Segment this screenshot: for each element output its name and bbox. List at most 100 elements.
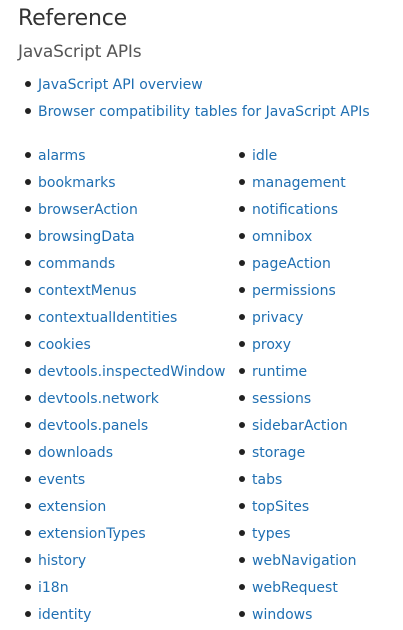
bullet-icon [239, 584, 245, 590]
api-link[interactable]: identity [38, 607, 92, 623]
bullet-icon [239, 368, 245, 374]
list-item: management [214, 168, 356, 195]
api-link[interactable]: contextualIdentities [38, 310, 178, 326]
bullet-icon [239, 611, 245, 617]
api-link[interactable]: history [38, 553, 87, 569]
bullet-icon [25, 422, 31, 428]
bullet-icon [25, 108, 31, 114]
list-item: windows [214, 600, 356, 627]
api-link[interactable]: devtools.network [38, 391, 159, 407]
bullet-icon [239, 179, 245, 185]
api-link[interactable]: idle [252, 148, 278, 164]
api-link[interactable]: webRequest [252, 580, 338, 596]
bullet-icon [25, 368, 31, 374]
list-item: types [214, 519, 356, 546]
api-link[interactable]: privacy [252, 310, 304, 326]
section-heading: JavaScript APIs [18, 42, 142, 62]
list-item: downloads [0, 438, 225, 465]
list-item: webRequest [214, 573, 356, 600]
bullet-icon [239, 395, 245, 401]
bullet-icon [25, 233, 31, 239]
bullet-icon [25, 503, 31, 509]
api-link[interactable]: tabs [252, 472, 283, 488]
overview-links-list: JavaScript API overview Browser compatib… [0, 70, 370, 124]
bullet-icon [25, 179, 31, 185]
api-link[interactable]: types [252, 526, 291, 542]
link-javascript-api-overview[interactable]: JavaScript API overview [38, 77, 203, 93]
api-link[interactable]: events [38, 472, 86, 488]
bullet-icon [239, 233, 245, 239]
api-link[interactable]: commands [38, 256, 116, 272]
page-title: Reference [18, 6, 127, 31]
list-item: identity [0, 600, 225, 627]
api-link[interactable]: extension [38, 499, 107, 515]
bullet-icon [25, 206, 31, 212]
api-link[interactable]: proxy [252, 337, 292, 353]
api-link[interactable]: browserAction [38, 202, 138, 218]
api-link[interactable]: browsingData [38, 229, 135, 245]
bullet-icon [25, 81, 31, 87]
api-link[interactable]: i18n [38, 580, 69, 596]
bullet-icon [25, 314, 31, 320]
list-item: commands [0, 249, 225, 276]
api-list-right-column: idle management notifications omnibox pageAc… [214, 141, 356, 627]
bullet-icon [25, 557, 31, 563]
bullet-icon [239, 287, 245, 293]
api-link[interactable]: notifications [252, 202, 339, 218]
bullet-icon [239, 152, 245, 158]
bullet-icon [25, 611, 31, 617]
list-item: devtools.network [0, 384, 225, 411]
list-item: webNavigation [214, 546, 356, 573]
list-item: cookies [0, 330, 225, 357]
api-link[interactable]: sessions [252, 391, 312, 407]
list-item: proxy [214, 330, 356, 357]
list-item: alarms [0, 141, 225, 168]
list-item: storage [214, 438, 356, 465]
bullet-icon [25, 395, 31, 401]
api-link[interactable]: bookmarks [38, 175, 116, 191]
api-link[interactable]: webNavigation [252, 553, 357, 569]
bullet-icon [239, 530, 245, 536]
api-link[interactable]: topSites [252, 499, 310, 515]
api-link[interactable]: management [252, 175, 346, 191]
list-item: omnibox [214, 222, 356, 249]
api-link[interactable]: omnibox [252, 229, 313, 245]
api-link[interactable]: cookies [38, 337, 91, 353]
api-link[interactable]: contextMenus [38, 283, 137, 299]
api-link[interactable]: devtools.panels [38, 418, 149, 434]
list-item: contextualIdentities [0, 303, 225, 330]
api-link[interactable]: sidebarAction [252, 418, 348, 434]
api-link[interactable]: pageAction [252, 256, 331, 272]
api-link[interactable]: downloads [38, 445, 113, 461]
list-item: pageAction [214, 249, 356, 276]
list-item: sidebarAction [214, 411, 356, 438]
api-link[interactable]: runtime [252, 364, 308, 380]
list-item: devtools.panels [0, 411, 225, 438]
api-link[interactable]: extensionTypes [38, 526, 146, 542]
bullet-icon [25, 584, 31, 590]
list-item: notifications [214, 195, 356, 222]
bullet-icon [239, 206, 245, 212]
list-item: topSites [214, 492, 356, 519]
api-link[interactable]: devtools.inspectedWindow [38, 364, 226, 380]
list-item: browserAction [0, 195, 225, 222]
bullet-icon [239, 449, 245, 455]
api-link[interactable]: alarms [38, 148, 86, 164]
list-item: i18n [0, 573, 225, 600]
list-item: browsingData [0, 222, 225, 249]
bullet-icon [239, 476, 245, 482]
api-link[interactable]: windows [252, 607, 313, 623]
link-browser-compatibility-tables[interactable]: Browser compatibility tables for JavaScr… [38, 104, 370, 120]
bullet-icon [25, 476, 31, 482]
bullet-icon [239, 557, 245, 563]
api-link[interactable]: storage [252, 445, 306, 461]
bullet-icon [239, 422, 245, 428]
bullet-icon [239, 341, 245, 347]
bullet-icon [25, 341, 31, 347]
bullet-icon [239, 503, 245, 509]
bullet-icon [239, 260, 245, 266]
api-link[interactable]: permissions [252, 283, 336, 299]
list-item: devtools.inspectedWindow [0, 357, 225, 384]
bullet-icon [25, 530, 31, 536]
bullet-icon [25, 152, 31, 158]
